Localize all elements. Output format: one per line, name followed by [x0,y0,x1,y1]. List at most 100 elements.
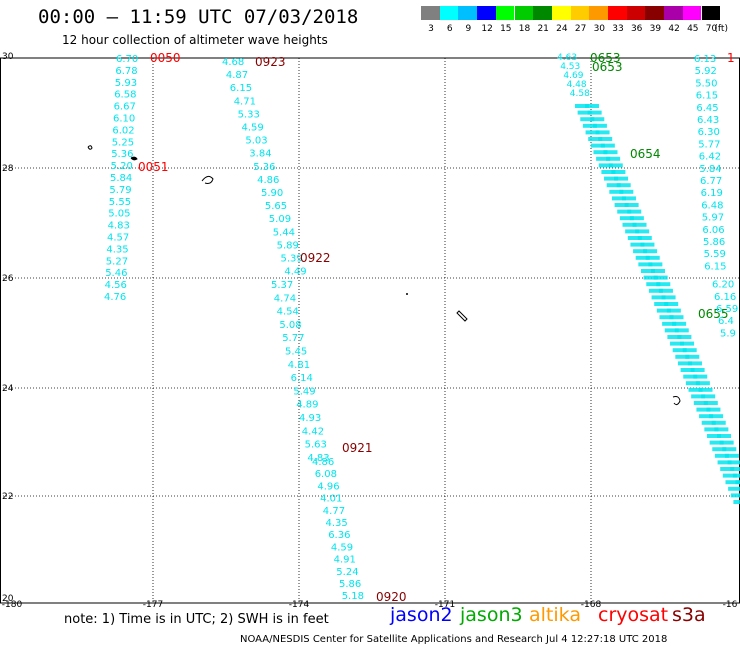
legend-label: 42 [668,24,680,34]
swh-track-mark [585,104,599,108]
island-shape [87,145,93,150]
swh-value: 5.90 [261,188,283,199]
swh-track-mark [624,203,639,207]
swh-track-mark [717,434,731,438]
satellite-jason2: jason2 [390,604,453,626]
swh-track-mark [732,473,740,478]
swh-track-mark [643,249,658,254]
swh-track-mark [630,242,645,247]
swh-value: 4.86 [257,175,279,186]
swh-track-mark [707,434,721,438]
swh-value: 5.77 [282,333,304,344]
swh-value: 6.16 [714,292,736,303]
swh-value: 4.89 [296,400,318,411]
island-shape [456,310,468,322]
swh-value: 6.08 [315,469,337,480]
swh-track-mark [617,209,632,214]
swh-track-mark [595,130,610,135]
legend-label: 21 [537,24,549,34]
swh-value: 5.27 [106,256,128,267]
swh-track-mark [604,176,619,181]
swh-track-mark [601,170,616,174]
swh-value: 6.13 [694,54,716,65]
swh-track-mark [701,420,716,425]
swh-track-mark [693,401,708,405]
y-tick-label: 26 [2,274,14,284]
swh-value: 5.50 [695,78,717,89]
swh-value: 5.33 [238,109,260,120]
swh-value: 3.84 [249,149,271,160]
swh-value: 4.76 [104,292,126,303]
swh-track-mark [611,196,626,201]
swh-track-mark [717,460,732,465]
swh-value: 5.65 [265,201,287,212]
legend-label: 33 [612,24,624,34]
swh-track-mark [648,262,663,267]
legend-swatch [495,6,515,20]
swh-track-mark [658,288,673,293]
legend-label: 45 [687,24,699,34]
swh-track-mark [724,453,739,458]
swh-track-mark [646,282,661,287]
swh-track-mark [640,242,655,247]
legend-swatch [645,6,665,20]
swh-value: 6.06 [702,225,724,236]
swh-value: 6.10 [113,114,135,125]
legend-swatch [458,6,478,20]
swh-track-mark [651,269,665,273]
swh-track-mark [730,467,740,471]
swh-value: 4.54 [277,307,299,318]
swh-value: 5.03 [245,136,267,147]
swh-track-mark [598,137,613,141]
swh-track-mark [693,374,708,379]
swh-value: 4.59 [242,123,264,134]
swh-track-mark [699,414,714,419]
swh-track-mark [664,302,679,306]
swh-value: 4.63 [557,53,577,63]
swh-value: 5.97 [702,213,724,224]
swh-track-mark [667,335,682,339]
swh-track-mark [666,308,681,313]
legend-label: 9 [465,24,472,34]
swh-track-mark [596,156,611,161]
swh-track-mark [656,282,671,287]
legend-unit: (ft) [714,24,728,34]
swh-track-mark [698,387,713,392]
swh-value: 4.86 [312,457,334,468]
swh-track-mark [637,236,652,240]
swh-track-mark [648,288,663,293]
swh-track-mark [621,196,636,201]
swh-value: 4.01 [320,494,342,505]
legend-swatch [664,6,683,20]
swh-value: 5.86 [703,237,725,248]
swh-value: 5.86 [339,579,361,590]
swh-value: 4.57 [107,233,129,244]
legend-swatch [533,6,552,20]
y-tick-label: 28 [2,164,14,174]
swh-track-mark [683,374,698,379]
satellite-s3a: s3a [672,604,706,626]
swh-value: 6.14 [291,373,313,384]
swh-value: 6.45 [696,103,718,114]
swh-track-mark [641,269,655,273]
swh-track-mark [720,467,735,471]
swh-track-mark [590,117,605,122]
swh-value: 4.96 [317,481,339,492]
legend-swatch [421,6,440,20]
credit-line: NOAA/NESDIS Center for Satellite Applica… [240,634,668,645]
swh-value: 5.09 [269,214,291,225]
swh-value: 5.18 [342,591,364,602]
swh-track-mark [677,361,692,366]
y-tick-label: 20 [2,594,14,604]
swh-track-mark [735,480,740,485]
swh-value: 5.36 [111,149,133,160]
satellite-jason3: jason3 [460,604,523,626]
swh-value: 4.48 [567,80,587,90]
x-tick-label: -174 [288,600,310,610]
swh-track-mark [588,137,603,141]
x-tick-label: -177 [142,600,164,610]
swh-value: 6.15 [704,261,726,272]
swh-value: 4.83 [307,453,329,464]
swh-value: 6.20 [712,280,734,291]
